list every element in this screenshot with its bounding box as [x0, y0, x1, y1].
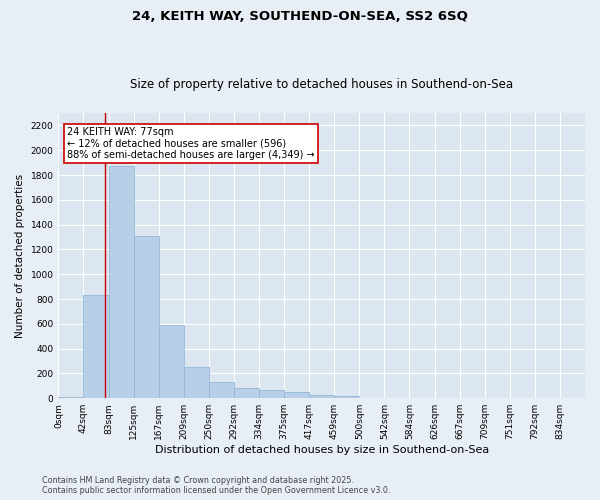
- Text: 24, KEITH WAY, SOUTHEND-ON-SEA, SS2 6SQ: 24, KEITH WAY, SOUTHEND-ON-SEA, SS2 6SQ: [132, 10, 468, 23]
- Bar: [184, 367, 209, 398]
- Y-axis label: Number of detached properties: Number of detached properties: [15, 174, 25, 338]
- Bar: [334, 396, 359, 398]
- Bar: [134, 236, 159, 398]
- Title: Size of property relative to detached houses in Southend-on-Sea: Size of property relative to detached ho…: [130, 78, 513, 91]
- Bar: [159, 325, 184, 398]
- Bar: [209, 382, 234, 398]
- Bar: [109, 166, 134, 398]
- X-axis label: Distribution of detached houses by size in Southend-on-Sea: Distribution of detached houses by size …: [155, 445, 489, 455]
- Bar: [234, 388, 259, 398]
- Bar: [284, 392, 309, 398]
- Bar: [259, 390, 284, 398]
- Text: 24 KEITH WAY: 77sqm
← 12% of detached houses are smaller (596)
88% of semi-detac: 24 KEITH WAY: 77sqm ← 12% of detached ho…: [67, 126, 315, 160]
- Bar: [83, 296, 109, 398]
- Bar: [309, 395, 334, 398]
- Bar: [58, 396, 83, 398]
- Text: Contains HM Land Registry data © Crown copyright and database right 2025.
Contai: Contains HM Land Registry data © Crown c…: [42, 476, 391, 495]
